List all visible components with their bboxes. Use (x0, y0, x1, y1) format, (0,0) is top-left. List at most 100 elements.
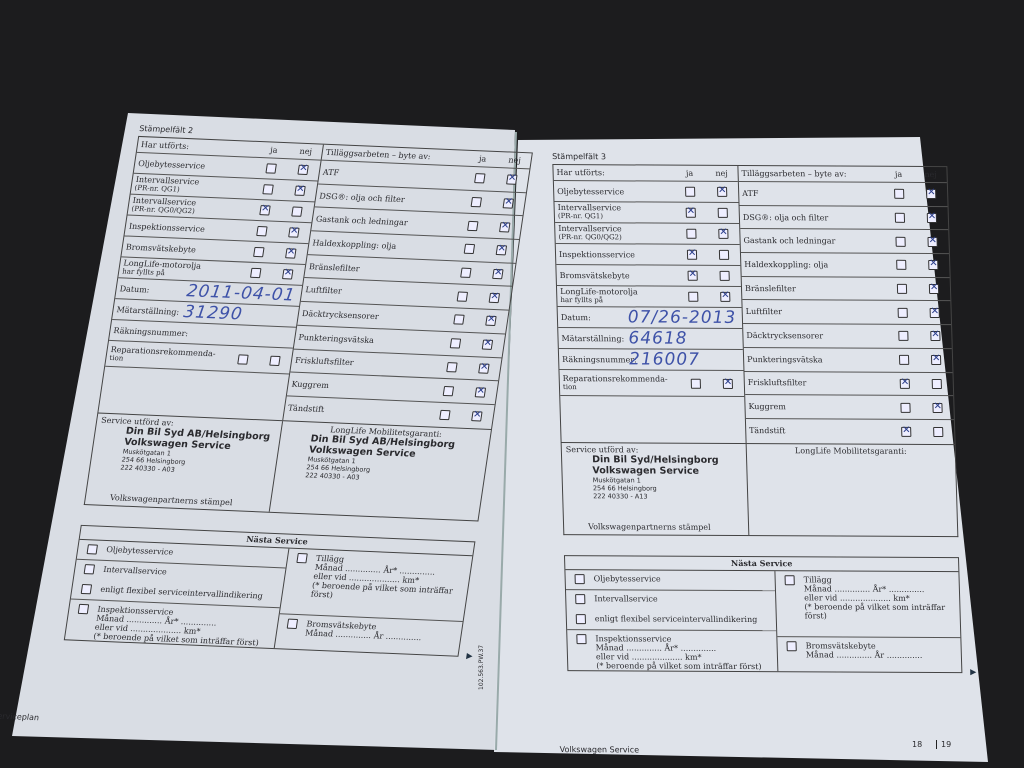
no-checkbox[interactable] (717, 186, 728, 197)
handwritten-odometer[interactable]: 31290 (182, 302, 245, 325)
no-checkbox[interactable] (297, 164, 309, 176)
no-checkbox[interactable] (722, 378, 733, 389)
no-checkbox[interactable] (495, 245, 508, 256)
extra-row: Luftfilter (742, 300, 952, 326)
no-checkbox[interactable] (930, 331, 941, 342)
next-brake-checkbox[interactable] (786, 640, 797, 651)
page-right: Stämpelfält 3 Har utförts: ja nej Oljebytess… (552, 152, 976, 764)
no-checkbox[interactable] (928, 284, 940, 295)
no-checkbox[interactable] (717, 207, 728, 218)
yes-checkbox[interactable] (262, 184, 274, 195)
no-checkbox[interactable] (291, 206, 303, 217)
no-checkbox[interactable] (932, 402, 943, 413)
handwritten-date[interactable]: 07/26-2013 (627, 307, 737, 328)
yes-header: ja (269, 145, 279, 155)
yes-checkbox[interactable] (259, 205, 271, 216)
yes-checkbox[interactable] (446, 361, 458, 373)
next-flexible-checkbox[interactable] (80, 583, 93, 594)
yes-checkbox[interactable] (456, 291, 469, 302)
no-checkbox[interactable] (485, 316, 497, 327)
next-page-arrow: ▶ (970, 667, 977, 677)
yes-checkbox[interactable] (463, 244, 476, 255)
yes-checkbox[interactable] (687, 270, 698, 281)
yes-checkbox[interactable] (253, 246, 265, 258)
no-checkbox[interactable] (933, 426, 944, 437)
next-inspection-checkbox[interactable] (576, 633, 587, 644)
yes-checkbox[interactable] (467, 220, 479, 231)
next-brake-checkbox[interactable] (286, 618, 299, 629)
yes-checkbox[interactable] (686, 228, 697, 239)
no-checkbox[interactable] (294, 185, 306, 196)
yes-checkbox[interactable] (901, 426, 912, 437)
no-checkbox[interactable] (281, 269, 294, 280)
service-label: Oljebytesservice (135, 158, 256, 172)
yes-checkbox[interactable] (898, 354, 910, 366)
next-inspection-inspection: Inspektionsservice (595, 633, 672, 644)
yes-checkbox[interactable] (896, 283, 908, 294)
yes-checkbox[interactable] (894, 212, 906, 223)
yes-checkbox[interactable] (439, 409, 451, 420)
no-checkbox[interactable] (474, 386, 487, 398)
next-interval-checkbox[interactable] (83, 563, 96, 575)
next-oil-checkbox[interactable] (574, 573, 585, 584)
no-checkbox[interactable] (471, 410, 483, 422)
yes-checkbox[interactable] (688, 291, 699, 302)
no-checkbox[interactable] (718, 249, 730, 260)
yes-checkbox[interactable] (898, 331, 909, 342)
yes-checkbox[interactable] (899, 378, 910, 389)
yes-checkbox[interactable] (474, 173, 486, 184)
next-inspection-month_year: Månad .............. År* .............. (595, 642, 717, 653)
yes-checkbox[interactable] (690, 378, 701, 389)
no-checkbox[interactable] (926, 212, 938, 224)
no-checkbox[interactable] (926, 189, 937, 200)
no-checkbox[interactable] (929, 307, 940, 318)
next-extra-checkbox[interactable] (296, 552, 308, 563)
no-checkbox[interactable] (269, 355, 281, 366)
no-checkbox[interactable] (928, 260, 939, 271)
yes-checkbox[interactable] (686, 249, 698, 260)
yes-checkbox[interactable] (256, 226, 268, 237)
yes-checkbox[interactable] (685, 207, 696, 218)
no-checkbox[interactable] (285, 248, 297, 259)
yes-checkbox[interactable] (900, 402, 911, 413)
yes-checkbox[interactable] (470, 196, 483, 208)
yes-checkbox[interactable] (460, 267, 472, 279)
yes-checkbox[interactable] (896, 260, 907, 271)
next-inspection-checkbox[interactable] (77, 603, 90, 614)
no-checkbox[interactable] (478, 363, 490, 374)
no-checkbox[interactable] (718, 228, 729, 239)
yes-checkbox[interactable] (449, 338, 462, 349)
service-name: Reparationsrekommenda- (562, 373, 668, 384)
no-checkbox[interactable] (481, 339, 494, 351)
no-checkbox[interactable] (288, 227, 300, 238)
no-checkbox[interactable] (720, 291, 731, 302)
yes-checkbox[interactable] (895, 236, 906, 247)
next-oil-checkbox[interactable] (86, 543, 99, 555)
no-checkbox[interactable] (927, 236, 938, 247)
no-checkbox[interactable] (930, 355, 942, 366)
yes-checkbox[interactable] (237, 353, 249, 365)
next-oil-oil: Oljebytesservice (593, 573, 661, 584)
yes-checkbox[interactable] (265, 163, 277, 174)
handwritten-odometer[interactable]: 64618 (628, 328, 688, 349)
next-extra-checkbox[interactable] (784, 574, 795, 585)
yes-checkbox[interactable] (897, 307, 908, 318)
no-checkbox[interactable] (488, 292, 501, 303)
no-checkbox[interactable] (719, 270, 730, 281)
extra-label: Luftfilter (304, 285, 343, 296)
yes-checkbox[interactable] (894, 189, 905, 200)
no-checkbox[interactable] (492, 269, 504, 280)
yes-checkbox[interactable] (249, 267, 262, 279)
next-brake-text: Bromsvätskebyte Månad .............. År .… (305, 619, 424, 642)
no-checkbox[interactable] (931, 378, 942, 389)
no-checkbox[interactable] (499, 221, 511, 233)
no-checkbox[interactable] (506, 174, 518, 186)
handwritten-invoice[interactable]: 216007 (628, 349, 701, 370)
yes-checkbox[interactable] (685, 186, 696, 197)
yes-checkbox[interactable] (442, 385, 455, 396)
next-interval-checkbox[interactable] (575, 593, 586, 604)
next-flexible-checkbox[interactable] (575, 613, 586, 624)
yes-checkbox[interactable] (453, 314, 465, 326)
no-checkbox[interactable] (502, 198, 514, 209)
service-name: Intervallservice (558, 224, 622, 234)
